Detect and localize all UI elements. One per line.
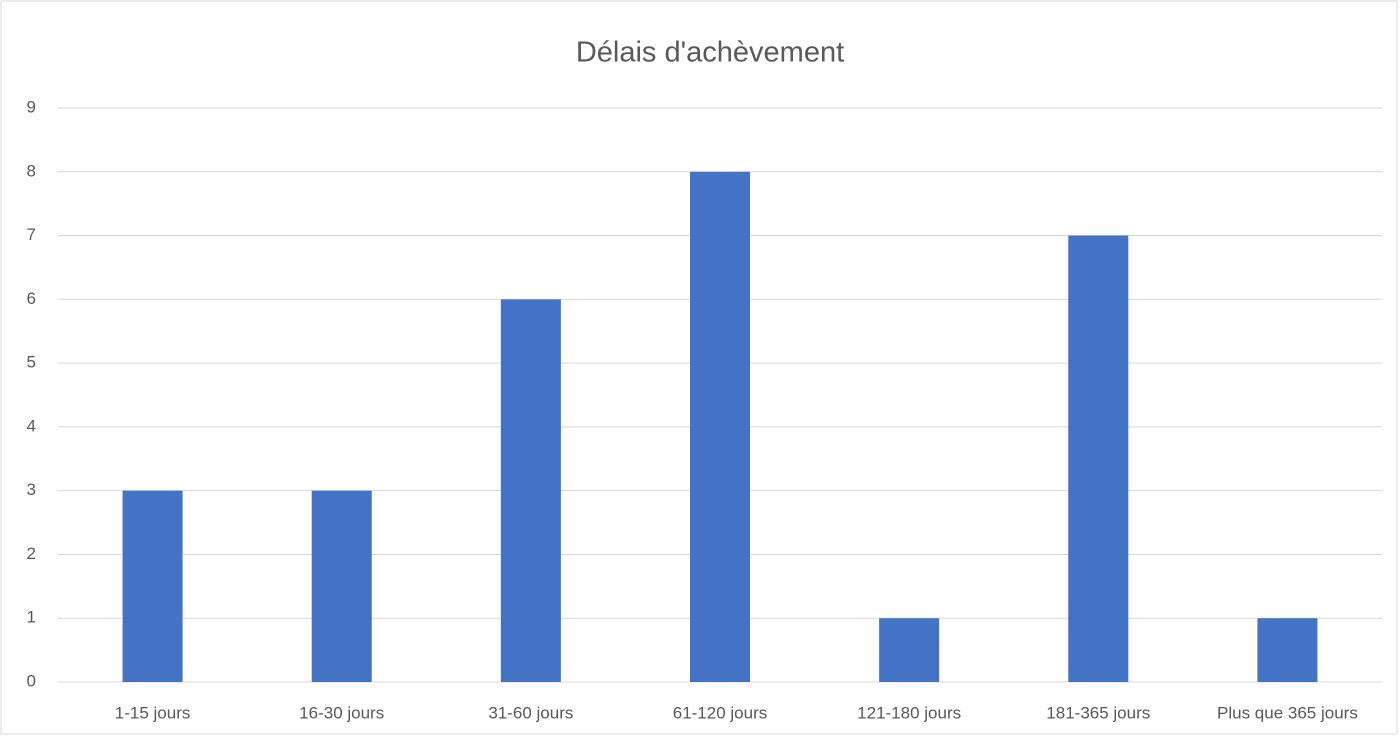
bar (122, 490, 183, 682)
x-tick-label: 1-15 jours (115, 703, 191, 722)
x-tick-label: Plus que 365 jours (1217, 703, 1358, 722)
y-tick-label: 6 (27, 289, 36, 308)
x-tick-label: 121-180 jours (857, 703, 961, 722)
bar (311, 490, 372, 682)
y-tick-label: 9 (27, 97, 36, 116)
bar (500, 299, 561, 682)
y-tick-label: 1 (27, 608, 36, 627)
x-tick-label: 61-120 jours (673, 703, 768, 722)
bar (879, 618, 940, 682)
chart-title: Délais d'achèvement (576, 37, 844, 69)
y-tick-label: 8 (27, 161, 36, 180)
y-tick-label: 7 (27, 225, 36, 244)
x-tick-label: 16-30 jours (299, 703, 384, 722)
x-tick-label: 31-60 jours (488, 703, 573, 722)
y-tick-label: 5 (27, 353, 36, 372)
y-tick-label: 4 (27, 416, 36, 435)
y-tick-label: 2 (27, 544, 36, 563)
y-tick-label: 3 (27, 480, 36, 499)
y-tick-label: 0 (27, 671, 36, 690)
x-tick-label: 181-365 jours (1046, 703, 1150, 722)
bar (1068, 235, 1129, 683)
bar (690, 171, 750, 682)
bar (1257, 618, 1318, 682)
